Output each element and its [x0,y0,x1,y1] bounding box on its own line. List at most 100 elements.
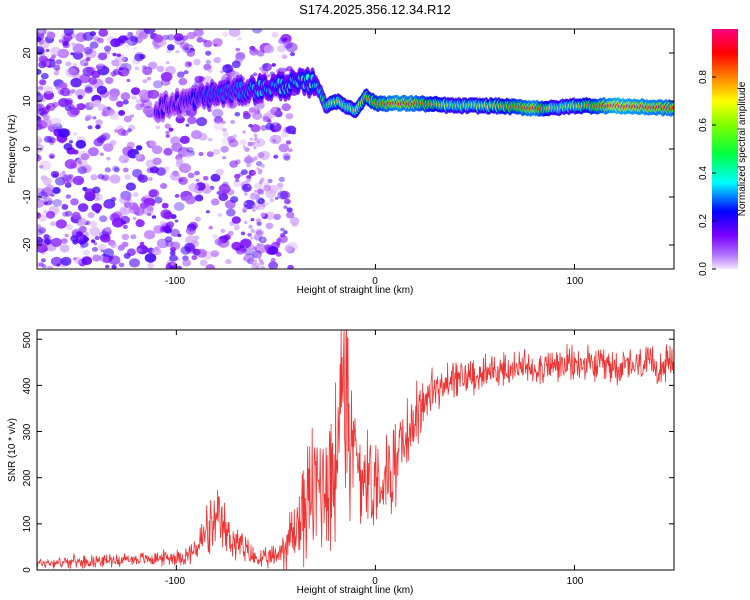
noise-speckle [246,175,252,180]
noise-speckle [283,40,293,49]
noise-speckle [250,124,261,133]
noise-speckle [80,240,89,248]
noise-speckle [125,182,136,191]
noise-speckle [78,150,91,161]
noise-speckle [142,66,153,76]
noise-speckle [109,111,120,121]
noise-speckle [154,196,163,204]
noise-speckle [139,241,145,246]
noise-speckle [99,152,104,156]
noise-speckle [103,248,114,258]
noise-speckle [285,125,297,135]
noise-speckle [271,63,276,67]
noise-speckle [135,153,142,160]
noise-speckle [224,64,231,69]
noise-speckle [70,198,79,206]
noise-speckle [174,36,185,45]
noise-speckle [259,260,265,266]
noise-speckle [92,116,97,120]
noise-speckle [261,213,266,218]
noise-speckle [281,103,291,112]
snr-tick-marks [37,330,674,571]
noise-speckle [52,199,62,207]
noise-speckle [70,77,82,88]
noise-speckle [45,48,50,53]
noise-speckle [184,151,192,158]
noise-speckle [170,228,180,237]
noise-speckle [170,172,181,181]
noise-speckle [138,89,150,99]
noise-speckle [40,72,49,80]
noise-speckle [162,34,170,41]
noise-speckle [58,39,63,43]
snr-y-label: SNR (10 * v/v) [7,418,18,482]
noise-speckle [260,221,263,225]
noise-speckle [123,39,133,48]
noise-speckle [125,201,133,208]
noise-speckle [104,226,111,232]
noise-speckle [242,130,246,134]
y-tick-label: -20 [22,237,33,252]
noise-speckle [122,146,134,156]
noise-speckle [243,199,255,210]
noise-speckle [100,233,111,243]
noise-speckle [63,29,74,36]
noise-speckle [170,136,181,145]
noise-speckle [167,44,175,51]
noise-speckle [273,154,279,159]
noise-speckle [240,169,248,176]
noise-speckle [137,174,148,183]
noise-speckle [98,134,107,142]
noise-speckle [253,189,258,193]
noise-speckle [147,212,152,217]
noise-speckle [214,238,224,246]
noise-speckle [144,253,157,263]
noise-speckle [255,193,260,199]
noise-speckle [244,147,250,153]
colorbar-gradient [712,29,738,269]
noise-speckle [156,65,165,73]
noise-speckle [37,143,44,153]
noise-speckle [275,252,282,257]
y-tick-label: 0 [22,146,33,152]
noise-speckle [62,40,69,47]
noise-speckle [93,242,98,246]
noise-speckle [148,177,153,181]
noise-speckle [249,137,253,141]
noise-speckle [140,196,148,203]
noise-speckle [212,148,221,155]
noise-speckle [168,127,174,132]
noise-speckle [75,88,86,98]
noise-speckle [39,165,44,169]
noise-speckle [247,233,252,237]
noise-speckle [129,114,135,118]
noise-speckle [239,139,247,146]
noise-speckle [242,183,252,192]
noise-speckle [185,123,190,127]
noise-speckle [98,29,109,37]
noise-speckle [253,133,258,137]
noise-speckle [47,31,56,39]
noise-speckle [196,248,207,258]
noise-speckle [42,177,52,186]
noise-speckle [38,40,50,50]
x-tick-label: 100 [567,576,584,587]
noise-speckle [91,203,102,212]
noise-speckle [222,156,227,160]
noise-speckle [219,70,224,74]
noise-speckle [135,99,141,104]
noise-speckle [97,52,108,61]
noise-speckle [60,87,71,97]
noise-speckle [243,201,247,205]
noise-speckle [38,29,44,35]
noise-speckle [222,31,229,37]
noise-speckle [256,254,262,259]
noise-speckle [122,99,129,105]
noise-speckle [55,86,61,91]
noise-speckle [254,136,258,139]
noise-speckle [76,164,88,174]
noise-speckle [40,258,46,263]
noise-speckle [281,131,289,138]
noise-speckle [105,108,115,116]
noise-speckle [243,256,249,262]
